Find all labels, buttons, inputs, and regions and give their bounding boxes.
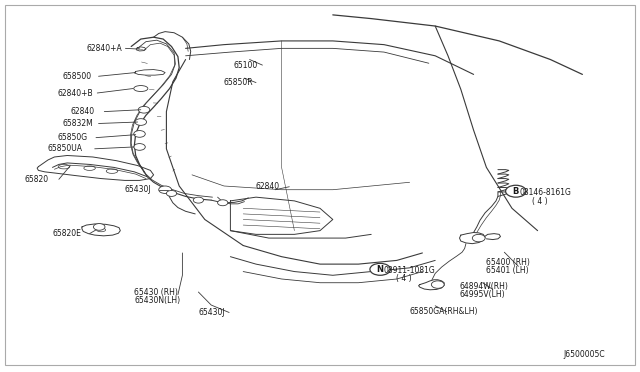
Text: 62840: 62840 <box>70 107 95 116</box>
Circle shape <box>134 131 145 137</box>
Text: 658500: 658500 <box>63 72 92 81</box>
Circle shape <box>193 197 204 203</box>
Text: 65430 (RH): 65430 (RH) <box>134 288 179 296</box>
Text: 64894W(RH): 64894W(RH) <box>460 282 508 291</box>
Text: 65430J: 65430J <box>125 185 152 194</box>
Circle shape <box>159 186 172 193</box>
Text: 65400 (RH): 65400 (RH) <box>486 258 531 267</box>
Text: N: N <box>377 265 383 274</box>
Text: 65401 (LH): 65401 (LH) <box>486 266 529 275</box>
Circle shape <box>138 106 150 113</box>
Text: 65832M: 65832M <box>63 119 93 128</box>
Text: ( 4 ): ( 4 ) <box>396 275 411 283</box>
Circle shape <box>135 119 147 125</box>
Circle shape <box>166 190 177 196</box>
Text: 64995V(LH): 64995V(LH) <box>460 290 505 299</box>
Text: 62840: 62840 <box>256 182 280 191</box>
Circle shape <box>134 144 145 150</box>
Text: B: B <box>513 187 519 196</box>
Circle shape <box>370 263 390 275</box>
Text: 65850G: 65850G <box>58 133 88 142</box>
Circle shape <box>93 224 105 230</box>
Text: ( 4 ): ( 4 ) <box>532 197 548 206</box>
Text: 65820E: 65820E <box>52 229 81 238</box>
Text: 65850R: 65850R <box>224 78 253 87</box>
Text: 65100: 65100 <box>234 61 258 70</box>
Text: 65850GA(RH&LH): 65850GA(RH&LH) <box>410 307 478 316</box>
Text: 65430N(LH): 65430N(LH) <box>134 296 180 305</box>
Text: 65430J: 65430J <box>198 308 225 317</box>
Text: 08146-8161G: 08146-8161G <box>520 188 572 197</box>
Text: 62840+A: 62840+A <box>86 44 122 53</box>
Circle shape <box>218 200 228 206</box>
Circle shape <box>431 281 444 288</box>
Circle shape <box>472 234 485 242</box>
Text: 65820: 65820 <box>24 175 49 184</box>
Circle shape <box>506 185 526 197</box>
Text: 65850UA: 65850UA <box>48 144 83 153</box>
Text: 62840+B: 62840+B <box>58 89 93 97</box>
Text: J6500005C: J6500005C <box>563 350 605 359</box>
Text: 08911-1081G: 08911-1081G <box>384 266 436 275</box>
